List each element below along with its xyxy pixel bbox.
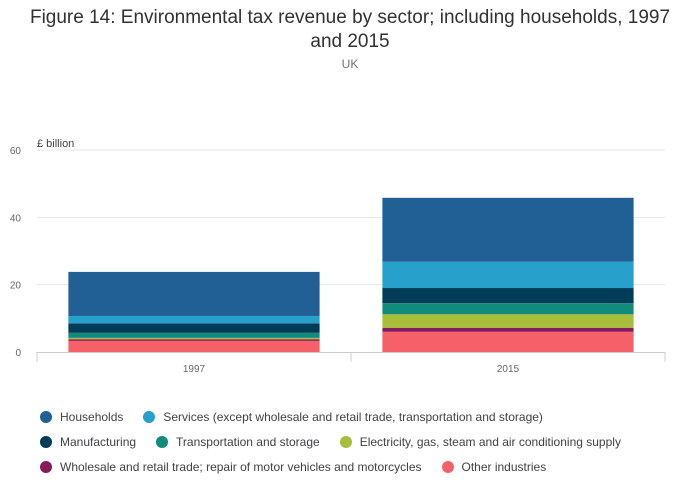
legend-item[interactable]: Electricity, gas, steam and air conditio…: [339, 434, 621, 449]
x-tick-label: 2015: [497, 364, 520, 375]
axes: 0 20 40 60 1997 2015: [10, 146, 666, 375]
y-axis-label: £ billion: [37, 138, 74, 150]
bar-segment: [382, 261, 634, 289]
bar-segment: [68, 271, 320, 316]
legend-swatch-icon: [40, 410, 52, 423]
legend-label: Other industries: [461, 459, 547, 474]
legend-swatch-icon: [40, 435, 52, 448]
bar-segment: [68, 332, 320, 338]
chart-title: Figure 14: Environmental tax revenue by …: [29, 7, 671, 52]
legend-row: Wholesale and retail trade; repair of mo…: [40, 454, 690, 479]
legend-item[interactable]: Transportation and storage: [156, 435, 320, 449]
legend-label: Electricity, gas, steam and air conditio…: [359, 434, 621, 449]
y-tick-label: 20: [10, 281, 22, 292]
legend-swatch-icon: [156, 435, 169, 448]
legend-swatch-icon: [40, 460, 52, 473]
bar-segment: [68, 315, 320, 324]
legend-row: Households Services (except wholesale and…: [40, 404, 690, 429]
bar-segment: [382, 303, 634, 315]
bars: [68, 197, 634, 352]
legend-item[interactable]: Wholesale and retail trade; repair of mo…: [40, 460, 422, 474]
legend-swatch-icon: [339, 435, 352, 448]
bar-segment: [68, 337, 320, 340]
legend-item[interactable]: Other industries: [441, 459, 547, 474]
chart-legend: Households Services (except wholesale and…: [40, 404, 690, 479]
bar-segment: [382, 197, 634, 262]
bar-segment: [382, 288, 634, 304]
legend-label: Wholesale and retail trade; repair of mo…: [60, 459, 422, 474]
chart-subtitle: UK: [341, 57, 359, 71]
legend-swatch-icon: [441, 460, 454, 473]
bar-segment: [68, 340, 320, 352]
legend-label: Manufacturing: [60, 434, 137, 449]
y-tick-label: 0: [15, 348, 21, 359]
y-tick-label: 60: [10, 146, 22, 157]
stacked-bar-chart: 0 20 40 60 1997 2015 £ billion: [10, 138, 666, 375]
legend-item[interactable]: Households: [40, 410, 123, 424]
bar-segment: [382, 331, 634, 352]
legend-label: Households: [60, 409, 124, 424]
legend-label: Transportation and storage: [176, 434, 320, 449]
legend-item[interactable]: Manufacturing: [40, 435, 136, 449]
legend-row: Manufacturing Transportation and storage E…: [40, 429, 690, 454]
bar-segment: [382, 314, 634, 328]
legend-label: Services (except wholesale and retail tr…: [163, 409, 543, 424]
bar-segment: [68, 339, 320, 341]
bar-segment: [382, 327, 634, 332]
legend-swatch-icon: [143, 410, 156, 423]
bar-segment: [68, 323, 320, 333]
x-tick-label: 1997: [183, 364, 206, 375]
y-tick-label: 40: [10, 213, 22, 224]
legend-item[interactable]: Services (except wholesale and retail tr…: [143, 410, 543, 424]
